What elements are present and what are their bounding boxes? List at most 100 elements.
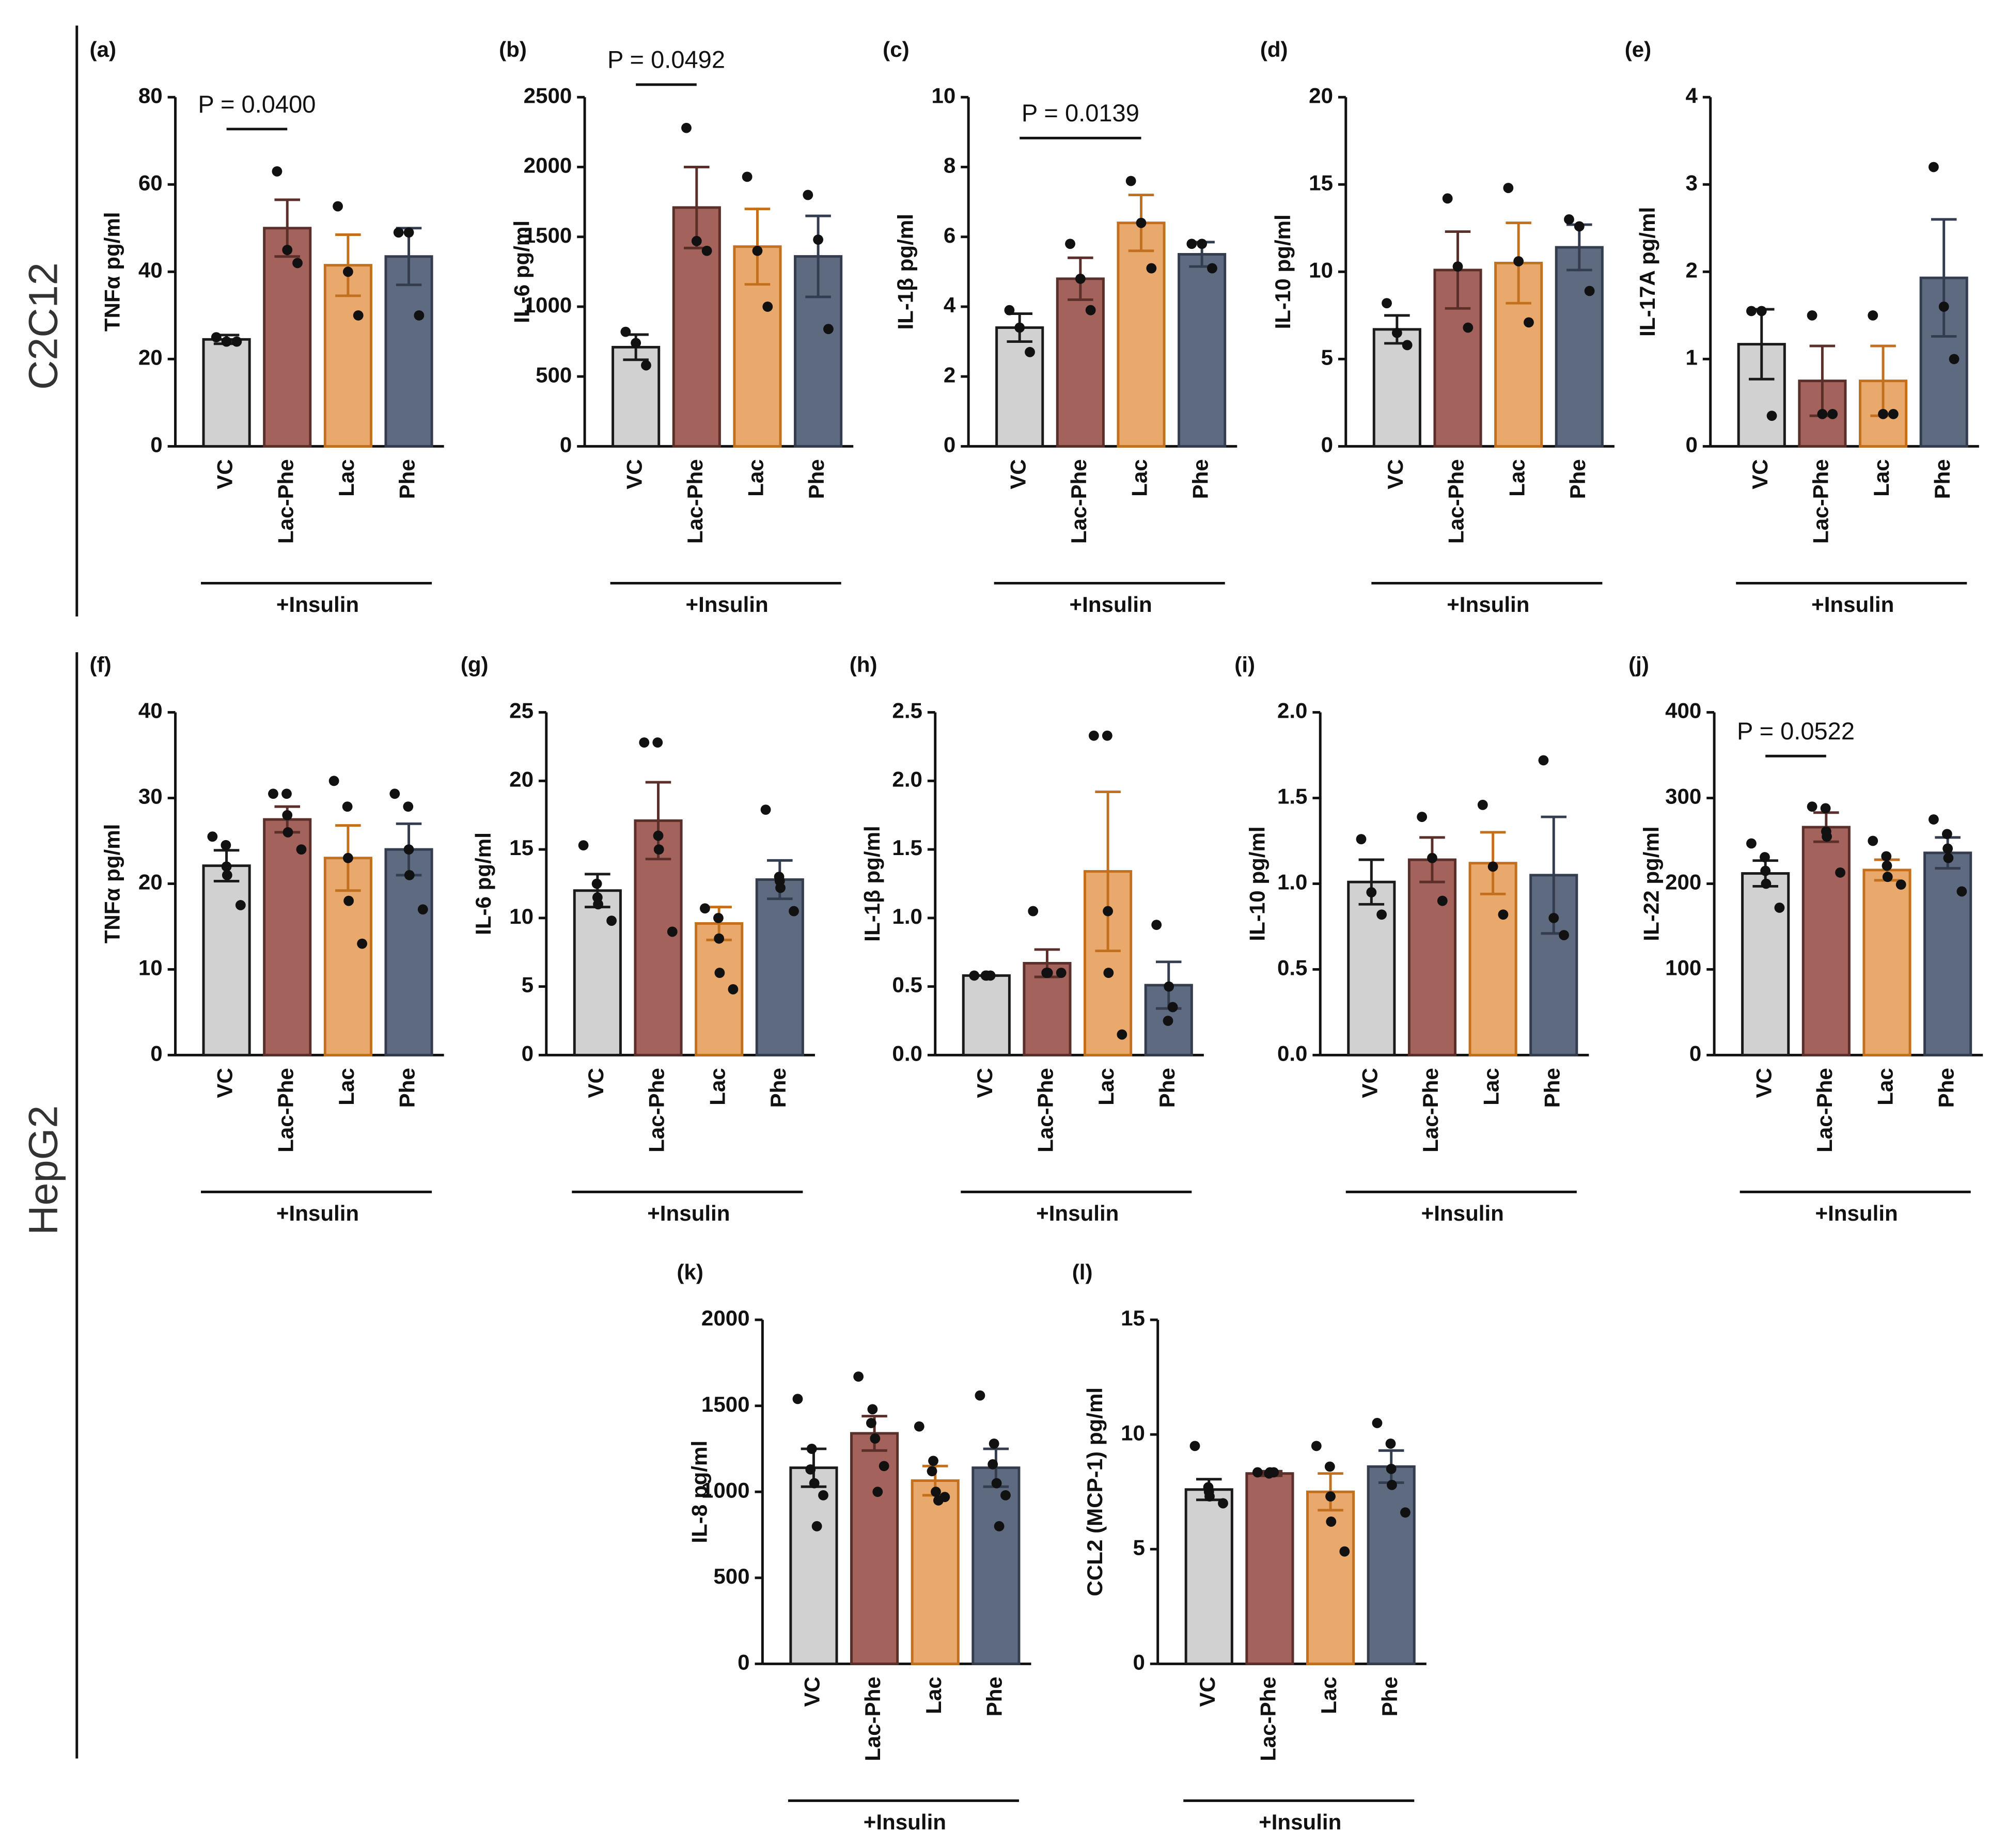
data-point bbox=[211, 332, 222, 343]
data-point bbox=[667, 926, 678, 937]
data-point bbox=[1400, 1507, 1411, 1518]
y-tick-label: 1 bbox=[1685, 345, 1697, 369]
data-point bbox=[328, 776, 339, 786]
data-point bbox=[1164, 981, 1174, 992]
data-point bbox=[775, 882, 786, 893]
data-point bbox=[931, 1487, 941, 1497]
data-point bbox=[1163, 1016, 1173, 1026]
group-label: +Insulin bbox=[1811, 592, 1894, 617]
panel-label: (a) bbox=[90, 37, 116, 61]
x-tick-label: Lac bbox=[334, 1068, 358, 1105]
y-axis-label: IL-17A pg/ml bbox=[1635, 207, 1659, 337]
x-tick-label: Lac bbox=[921, 1677, 946, 1714]
y-axis-label: IL-8 pg/ml bbox=[687, 1441, 712, 1543]
data-point bbox=[342, 801, 353, 812]
x-tick-label: Phe bbox=[804, 459, 828, 499]
p-value: P = 0.0139 bbox=[1022, 99, 1139, 127]
y-tick-label: 2000 bbox=[701, 1306, 750, 1330]
y-tick-label: 1500 bbox=[524, 223, 572, 247]
x-tick-label: VC bbox=[1383, 459, 1407, 489]
data-point bbox=[1524, 317, 1534, 328]
y-tick-label: 1000 bbox=[524, 293, 572, 317]
x-tick-label: Lac bbox=[1094, 1068, 1118, 1105]
data-point bbox=[714, 933, 725, 944]
data-point bbox=[1167, 1002, 1178, 1013]
data-point bbox=[1477, 799, 1488, 810]
data-point bbox=[221, 861, 232, 872]
data-point bbox=[701, 245, 712, 256]
y-tick-label: 20 bbox=[1309, 83, 1333, 107]
y-tick-label: 500 bbox=[713, 1564, 749, 1588]
bar bbox=[1555, 246, 1604, 448]
data-point bbox=[1000, 1490, 1011, 1500]
data-point bbox=[1878, 408, 1888, 419]
data-point bbox=[1817, 408, 1828, 419]
x-tick-label: Lac bbox=[1127, 459, 1152, 497]
group-label: +Insulin bbox=[276, 1201, 359, 1225]
data-point bbox=[1822, 831, 1832, 842]
data-point bbox=[1391, 327, 1402, 338]
y-tick-label: 20 bbox=[138, 870, 163, 894]
data-point bbox=[1103, 968, 1114, 978]
data-point bbox=[1324, 1461, 1335, 1472]
x-tick-label: Lac-Phe bbox=[860, 1677, 885, 1761]
y-tick-label: 2.0 bbox=[1277, 699, 1308, 723]
p-value: P = 0.0522 bbox=[1737, 717, 1855, 745]
data-point bbox=[281, 788, 292, 799]
data-point bbox=[357, 938, 368, 949]
data-point bbox=[818, 1490, 828, 1500]
y-axis-label: IL-6 pg/ml bbox=[509, 220, 534, 323]
group-label: +Insulin bbox=[276, 592, 359, 617]
data-point bbox=[1387, 1479, 1397, 1490]
data-point bbox=[1827, 408, 1838, 419]
x-tick-label: VC bbox=[622, 459, 646, 489]
y-tick-label: 6 bbox=[944, 223, 955, 247]
bar bbox=[1801, 826, 1851, 1056]
bar bbox=[995, 326, 1044, 448]
error-bar bbox=[1095, 791, 1121, 953]
bar bbox=[1347, 880, 1396, 1056]
y-tick-label: 10 bbox=[1309, 258, 1333, 282]
x-tick-label: Lac-Phe bbox=[683, 459, 707, 544]
data-point bbox=[811, 1521, 822, 1531]
x-tick-label: VC bbox=[584, 1068, 608, 1098]
y-tick-label: 0 bbox=[1133, 1650, 1145, 1674]
row-label: C2C12 bbox=[20, 262, 66, 390]
data-point bbox=[1025, 346, 1035, 357]
data-point bbox=[1189, 1441, 1200, 1451]
data-point bbox=[879, 1461, 889, 1472]
data-point bbox=[1088, 730, 1099, 741]
group-label: +Insulin bbox=[1447, 592, 1529, 617]
data-point bbox=[681, 122, 692, 133]
y-tick-label: 40 bbox=[138, 699, 163, 723]
x-tick-label: Lac-Phe bbox=[645, 1068, 669, 1152]
data-point bbox=[789, 906, 799, 917]
data-point bbox=[969, 970, 980, 981]
data-point bbox=[1761, 878, 1772, 889]
data-point bbox=[823, 324, 834, 335]
data-point bbox=[752, 245, 763, 256]
data-point bbox=[1498, 909, 1509, 920]
bar bbox=[202, 864, 251, 1056]
data-point bbox=[809, 1478, 820, 1489]
bar bbox=[1741, 872, 1790, 1056]
data-point bbox=[853, 1371, 864, 1382]
data-point bbox=[1942, 843, 1953, 854]
data-point bbox=[1103, 906, 1114, 917]
data-point bbox=[1538, 755, 1549, 766]
data-point bbox=[813, 234, 824, 245]
bar bbox=[1245, 1472, 1294, 1665]
data-point bbox=[403, 227, 414, 238]
group-label: +Insulin bbox=[1421, 1201, 1504, 1225]
data-point bbox=[1136, 217, 1147, 228]
x-tick-label: Lac-Phe bbox=[1033, 1068, 1058, 1152]
data-point bbox=[760, 804, 771, 815]
bar bbox=[202, 338, 251, 448]
data-point bbox=[282, 245, 293, 255]
data-point bbox=[272, 166, 283, 177]
y-tick-label: 2000 bbox=[524, 153, 572, 178]
y-tick-label: 0.0 bbox=[892, 1041, 922, 1065]
data-point bbox=[1820, 803, 1831, 814]
x-tick-label: Lac bbox=[1869, 459, 1893, 497]
group-label: +Insulin bbox=[647, 1201, 730, 1225]
